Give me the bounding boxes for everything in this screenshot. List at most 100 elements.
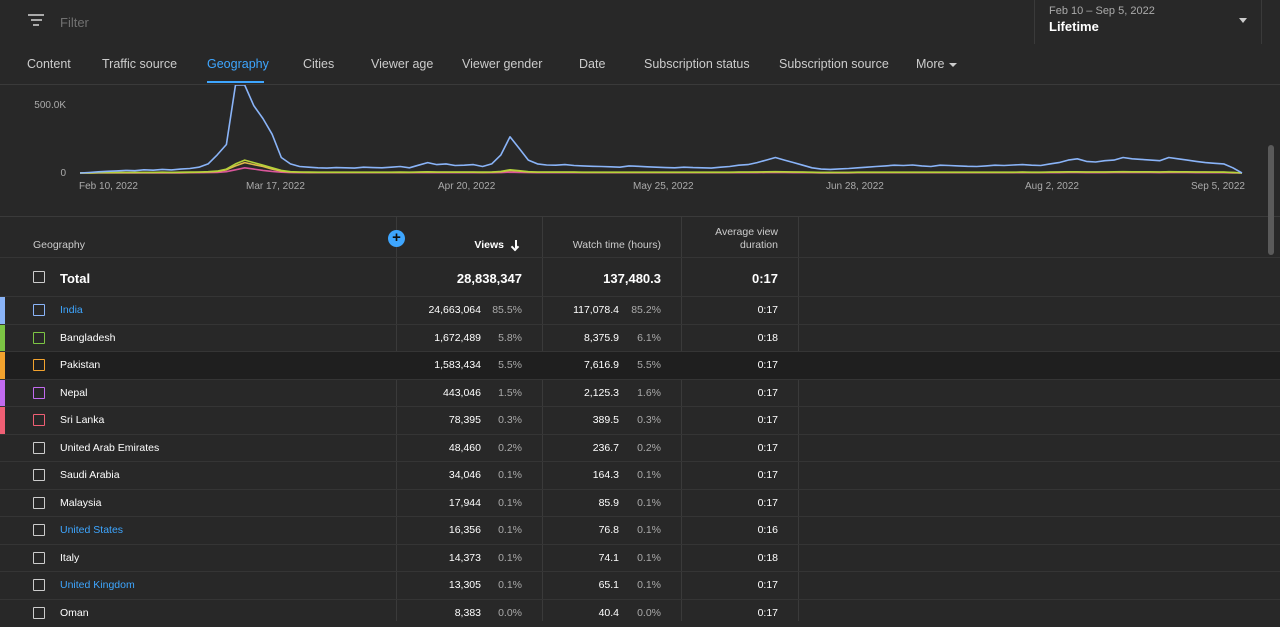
row-checkbox[interactable] (33, 579, 45, 591)
geography-column-header: Geography (33, 239, 85, 251)
watch-time-column-header[interactable]: Watch time (hours) (572, 239, 661, 251)
avg-view-duration-header[interactable]: Average view (715, 226, 778, 238)
x-tick-label: Apr 20, 2022 (438, 181, 496, 192)
country-name: Bangladesh (60, 331, 116, 344)
tab-geography[interactable]: Geography (207, 57, 269, 71)
tab-viewer-gender[interactable]: Viewer gender (462, 57, 543, 71)
table-row[interactable]: United States 16,356 0.1% 76.8 0.1% 0:16 (0, 516, 1280, 544)
y-tick-label: 500.0K (34, 100, 66, 111)
row-checkbox[interactable] (33, 524, 45, 536)
avg-duration-value: 0:17 (757, 386, 778, 399)
tab-cities[interactable]: Cities (303, 57, 335, 71)
table-row[interactable]: United Kingdom 13,305 0.1% 65.1 0.1% 0:17 (0, 571, 1280, 599)
views-value: 34,046 (448, 469, 481, 481)
table-row[interactable]: Bangladesh 1,672,489 5.8% 8,375.9 6.1% 0:18 (0, 323, 1280, 352)
row-checkbox[interactable] (33, 359, 45, 371)
views-value: 48,460 (448, 441, 481, 454)
row-checkbox[interactable] (33, 606, 45, 619)
views-percent: 85.5% (492, 304, 522, 316)
series-color-bar (0, 324, 5, 352)
watch-time-value: 236.7 (592, 441, 619, 454)
tab-traffic-source[interactable]: Traffic source (102, 57, 178, 71)
row-checkbox[interactable] (33, 386, 45, 399)
avg-duration-value: 0:17 (757, 441, 778, 454)
tab-content[interactable]: Content (27, 57, 71, 71)
country-name: United Arab Emirates (60, 441, 160, 454)
views-value: 13,305 (448, 579, 481, 591)
views-value: 78,395 (448, 414, 481, 426)
table-row[interactable]: Italy 14,373 0.1% 74.1 0.1% 0:18 (0, 543, 1280, 572)
row-checkbox[interactable] (33, 551, 45, 564)
row-checkbox[interactable] (33, 304, 45, 316)
filter-input[interactable] (60, 13, 460, 31)
series-line (79, 85, 1243, 174)
watch-time-percent: 0.1% (637, 551, 661, 564)
x-tick-label: Jun 28, 2022 (826, 181, 884, 192)
views-value: 1,672,489 (434, 331, 481, 344)
geography-table: Geography + Views Watch time (hours) Ave… (0, 216, 1280, 621)
table-row[interactable]: Nepal 443,046 1.5% 2,125.3 1.6% 0:17 (0, 378, 1280, 407)
country-name: Italy (60, 551, 80, 564)
views-percent: 5.8% (498, 331, 522, 344)
views-percent: 0.2% (498, 441, 522, 454)
tab-subscription-source[interactable]: Subscription source (779, 57, 889, 71)
views-percent: 0.1% (498, 496, 522, 509)
views-percent: 0.1% (498, 469, 522, 481)
row-checkbox[interactable] (33, 469, 45, 481)
country-name: Saudi Arabia (60, 469, 120, 481)
table-row[interactable]: Saudi Arabia 34,046 0.1% 164.3 0.1% 0:17 (0, 461, 1280, 489)
table-row[interactable]: Sri Lanka 78,395 0.3% 389.5 0.3% 0:17 (0, 406, 1280, 434)
table-row[interactable]: India 24,663,064 85.5% 117,078.4 85.2% 0:17 (0, 296, 1280, 324)
tab-date[interactable]: Date (579, 57, 606, 71)
tab-more[interactable]: More (916, 57, 958, 71)
series-color-bar (0, 379, 5, 407)
date-range-picker[interactable]: Feb 10 – Sep 5, 2022 Lifetime (1034, 0, 1262, 44)
x-tick-label: Mar 17, 2022 (246, 181, 305, 192)
filter-icon[interactable] (28, 14, 44, 28)
tab-subscription-status[interactable]: Subscription status (644, 57, 750, 71)
tab-viewer-age[interactable]: Viewer age (371, 57, 434, 71)
page-scrollbar[interactable] (1268, 145, 1274, 255)
watch-time-value: 117,078.4 (573, 304, 619, 316)
table-header: Geography + Views Watch time (hours) Ave… (0, 217, 1280, 257)
add-metric-button[interactable]: + (388, 230, 405, 247)
table-row[interactable]: United Arab Emirates 48,460 0.2% 236.7 0.2% 0… (0, 433, 1280, 462)
avg-duration-value: 0:16 (757, 524, 778, 536)
row-checkbox[interactable] (33, 441, 45, 454)
views-value: 16,356 (448, 524, 481, 536)
table-row[interactable]: Malaysia 17,944 0.1% 85.9 0.1% 0:17 (0, 488, 1280, 517)
total-avg-duration: 0:17 (751, 271, 778, 286)
row-checkbox[interactable] (33, 496, 45, 509)
views-percent: 0.1% (498, 524, 522, 536)
country-name[interactable]: United States (60, 524, 124, 536)
row-checkbox[interactable] (33, 414, 45, 426)
dimension-tabs: Content Traffic source Geography Cities … (0, 44, 1280, 85)
total-row: Total 28,838,347 137,480.3 0:17 (0, 257, 1280, 296)
avg-duration-value: 0:17 (757, 469, 778, 481)
watch-time-percent: 0.3% (637, 414, 661, 426)
chart-plot (79, 85, 1243, 174)
views-percent: 1.5% (498, 386, 522, 399)
avg-duration-value: 0:17 (757, 579, 778, 591)
watch-time-percent: 0.1% (637, 579, 661, 591)
sort-down-arrow-icon[interactable] (512, 239, 520, 251)
avg-duration-value: 0:17 (757, 496, 778, 509)
watch-time-value: 164.3 (592, 469, 619, 481)
country-name[interactable]: United Kingdom (60, 579, 135, 591)
views-column-header[interactable]: Views (474, 239, 504, 251)
table-row[interactable]: Pakistan 1,583,434 5.5% 7,616.9 5.5% 0:17 (0, 351, 1280, 379)
country-name[interactable]: India (60, 304, 83, 316)
views-value: 8,383 (454, 606, 481, 619)
row-checkbox[interactable] (33, 331, 45, 344)
watch-time-value: 40.4 (598, 606, 619, 619)
avg-view-duration-header-line2[interactable]: duration (740, 239, 778, 251)
dropdown-arrow-icon (1239, 18, 1247, 23)
date-range-text: Feb 10 – Sep 5, 2022 (1049, 5, 1155, 17)
avg-duration-value: 0:18 (757, 331, 778, 344)
select-all-checkbox[interactable] (33, 271, 45, 283)
total-watch-time: 137,480.3 (603, 271, 661, 286)
column-divider (798, 217, 799, 621)
country-name: Sri Lanka (60, 414, 105, 426)
table-row[interactable]: Oman 8,383 0.0% 40.4 0.0% 0:17 (0, 598, 1280, 627)
views-percent: 0.1% (498, 579, 522, 591)
